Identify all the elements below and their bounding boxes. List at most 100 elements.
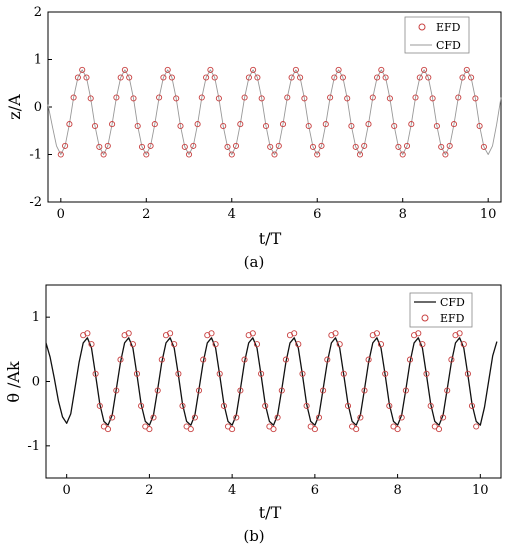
efd-point bbox=[361, 387, 368, 394]
x-tick-label: 6 bbox=[313, 207, 321, 222]
efd-point bbox=[331, 74, 338, 81]
efd-point bbox=[187, 426, 194, 433]
efd-point bbox=[262, 402, 269, 409]
legend-efd-label-a: EFD bbox=[436, 21, 461, 34]
efd-point bbox=[339, 74, 346, 81]
y-axis-title-b: θ /Ak bbox=[4, 361, 23, 403]
efd-point bbox=[295, 341, 302, 348]
efd-point bbox=[109, 414, 116, 421]
efd-point bbox=[356, 151, 364, 158]
efd-point bbox=[175, 370, 182, 377]
legend-efd-label-b: EFD bbox=[440, 312, 465, 325]
y-tick-label: -1 bbox=[29, 148, 42, 163]
y-tick-label: -2 bbox=[29, 195, 42, 210]
y-tick-label: -1 bbox=[27, 439, 40, 454]
efd-point bbox=[177, 122, 184, 130]
efd-point bbox=[318, 142, 325, 149]
panel-caption-b: (b) bbox=[243, 527, 264, 545]
efd-point bbox=[126, 74, 133, 81]
efd-point bbox=[245, 74, 252, 81]
efd-point bbox=[365, 356, 372, 363]
legend-box-a bbox=[404, 16, 470, 54]
efd-point bbox=[284, 94, 291, 101]
efd-point bbox=[297, 74, 304, 81]
efd-point bbox=[391, 122, 398, 130]
efd-point bbox=[348, 122, 355, 130]
cfd-line bbox=[47, 69, 502, 155]
efd-point bbox=[438, 143, 445, 150]
efd-point bbox=[340, 370, 347, 377]
efd-point bbox=[156, 94, 163, 101]
efd-point bbox=[207, 66, 214, 73]
efd-point bbox=[365, 121, 372, 128]
efd-point bbox=[237, 387, 244, 394]
cfd-series-b bbox=[45, 337, 498, 426]
efd-point bbox=[104, 426, 112, 433]
cfd-series-a bbox=[47, 69, 502, 155]
efd-point bbox=[382, 74, 389, 81]
efd-point bbox=[228, 151, 235, 158]
efd-point bbox=[173, 95, 180, 102]
efd-point bbox=[79, 66, 86, 73]
y-axis-title-a: z/A bbox=[5, 94, 24, 120]
efd-point bbox=[398, 414, 405, 421]
efd-point bbox=[421, 66, 428, 73]
efd-point bbox=[129, 341, 136, 348]
efd-point bbox=[440, 414, 447, 421]
efd-point bbox=[267, 143, 274, 150]
efd-point bbox=[74, 74, 81, 81]
efd-point bbox=[476, 122, 483, 130]
efd-point bbox=[168, 74, 175, 81]
efd-point bbox=[233, 414, 240, 421]
x-axis-title-a: t/T bbox=[259, 229, 282, 248]
efd-point bbox=[220, 122, 227, 130]
efd-point bbox=[299, 370, 306, 377]
efd-point bbox=[282, 356, 289, 363]
efd-point bbox=[406, 356, 414, 363]
efd-point bbox=[463, 66, 470, 73]
efd-point bbox=[253, 341, 261, 348]
efd-point bbox=[181, 143, 188, 150]
efd-point bbox=[229, 426, 236, 433]
efd-point bbox=[314, 151, 321, 158]
efd-point bbox=[425, 74, 432, 81]
efd-point bbox=[150, 414, 157, 421]
legend-b: CFD EFD bbox=[409, 292, 473, 328]
efd-point bbox=[373, 330, 380, 337]
efd-point bbox=[254, 74, 261, 81]
efd-point bbox=[96, 143, 103, 150]
efd-point bbox=[190, 142, 197, 149]
efd-point bbox=[374, 74, 381, 81]
efd-point bbox=[303, 402, 310, 409]
efd-point bbox=[459, 74, 466, 81]
efd-point bbox=[138, 143, 146, 150]
legend-cfd-label-a: CFD bbox=[436, 39, 461, 52]
x-tick-label: 0 bbox=[63, 483, 71, 498]
efd-point bbox=[104, 142, 111, 149]
efd-point bbox=[100, 151, 107, 158]
efd-point bbox=[369, 94, 376, 101]
efd-point bbox=[62, 142, 69, 149]
efd-point bbox=[468, 402, 476, 409]
efd-point bbox=[415, 330, 422, 337]
y-tick-label: 0 bbox=[34, 100, 42, 115]
efd-point bbox=[241, 94, 248, 101]
efd-point bbox=[167, 330, 174, 337]
efd-point bbox=[460, 341, 467, 348]
cfd-line bbox=[45, 337, 498, 426]
efd-point bbox=[117, 74, 124, 81]
efd-point bbox=[448, 356, 455, 363]
efd-point bbox=[377, 341, 385, 348]
efd-point bbox=[138, 402, 145, 409]
x-tick-label: 2 bbox=[145, 483, 153, 498]
efd-point bbox=[258, 370, 265, 377]
efd-point bbox=[344, 402, 352, 409]
efd-point bbox=[212, 341, 219, 348]
efd-point bbox=[271, 151, 278, 158]
efd-point bbox=[270, 426, 277, 433]
efd-point bbox=[125, 330, 132, 337]
efd-point bbox=[361, 142, 368, 149]
chart-panel-a: -2 -1 0 1 2 0 2 4 6 8 10 z/A t/T EFD CFD (a) bbox=[5, 5, 502, 271]
panel-caption-a: (a) bbox=[244, 253, 265, 271]
efd-point bbox=[200, 356, 207, 363]
